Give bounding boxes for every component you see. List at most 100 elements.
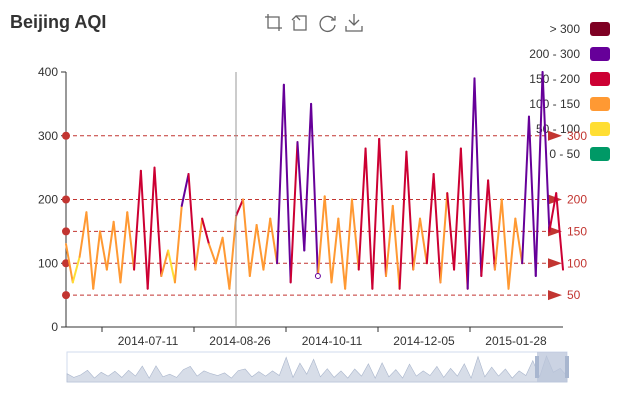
series-segment xyxy=(180,173,190,207)
series-segment xyxy=(99,230,108,271)
series-segment xyxy=(534,71,544,277)
series-segment xyxy=(419,217,428,265)
series-segment xyxy=(425,173,435,265)
series-segment xyxy=(310,102,319,277)
mark-line-start xyxy=(62,131,70,140)
series-segment xyxy=(65,243,74,284)
y-tick-label: 100 xyxy=(38,256,58,270)
series-segment xyxy=(92,230,102,290)
series-segment xyxy=(276,83,285,265)
series-segment xyxy=(378,137,387,277)
series-segment xyxy=(500,198,510,290)
mark-line-start xyxy=(62,291,70,300)
toolbox xyxy=(265,14,363,33)
legend-label: 150 - 200 xyxy=(529,72,580,86)
series-segment xyxy=(384,204,394,277)
series-segment xyxy=(289,141,299,284)
series-segment xyxy=(146,166,156,290)
series-segment xyxy=(555,192,564,271)
series-segment xyxy=(207,243,217,265)
y-tick-label: 400 xyxy=(38,65,58,79)
series-segment xyxy=(493,198,503,271)
series-segment xyxy=(357,147,367,271)
series-segment xyxy=(371,137,381,290)
legend-label: > 300 xyxy=(550,22,581,36)
mark-line-label: 300 xyxy=(567,129,587,143)
series-segment xyxy=(303,102,313,252)
series-segment xyxy=(269,217,279,265)
series-segment xyxy=(446,192,456,271)
mark-line-label: 100 xyxy=(567,256,587,270)
series-segment xyxy=(541,71,551,233)
y-tick-label: 200 xyxy=(38,193,58,207)
series-segment xyxy=(344,198,353,290)
legend-label: 100 - 150 xyxy=(529,97,580,111)
slider-selection[interactable] xyxy=(537,352,567,382)
mark-line-arrow xyxy=(548,290,562,301)
series-segment xyxy=(473,77,483,277)
series-segment xyxy=(391,204,401,290)
series-segment xyxy=(187,173,197,271)
series-segment xyxy=(316,195,326,277)
series-segment xyxy=(405,150,415,271)
y-tick-label: 0 xyxy=(51,320,58,334)
restore-icon[interactable] xyxy=(319,15,336,33)
mark-lines: 50 100 150 200 300 xyxy=(62,129,587,302)
series-segment xyxy=(201,217,210,246)
series-segment xyxy=(262,217,272,271)
series-segment xyxy=(242,198,251,277)
zoom-icon[interactable] xyxy=(265,14,282,31)
series-segment xyxy=(126,211,136,271)
y-tick-label: 300 xyxy=(38,129,58,143)
series-segment xyxy=(466,77,476,290)
series-segment xyxy=(221,236,231,290)
series-segment xyxy=(228,214,238,290)
mark-line-arrow xyxy=(548,130,562,141)
series-segment xyxy=(521,115,530,265)
series-segment xyxy=(398,150,408,290)
save-as-image-icon[interactable] xyxy=(345,14,363,32)
series-segment xyxy=(480,179,490,277)
series-segment xyxy=(453,147,462,271)
series-segment xyxy=(350,198,360,271)
mark-line-start xyxy=(62,195,70,204)
series-segment xyxy=(214,236,224,265)
series-segment xyxy=(105,220,115,271)
series-segment xyxy=(119,211,129,284)
series-segment xyxy=(71,255,81,284)
mark-line-label: 200 xyxy=(567,193,587,207)
series-segment xyxy=(78,211,88,258)
series-segment xyxy=(527,115,537,277)
series-segment xyxy=(194,217,204,271)
series-segment xyxy=(487,179,496,271)
mark-line-arrow xyxy=(548,258,562,269)
mark-points xyxy=(314,273,321,279)
series-segment xyxy=(323,195,333,284)
mark-line-arrow xyxy=(548,226,562,237)
data-zoom-slider[interactable] xyxy=(66,351,569,383)
series-segment xyxy=(412,217,422,271)
x-tick-label: 2014-08-26 xyxy=(209,334,271,348)
series-segment xyxy=(337,217,347,290)
series-segment xyxy=(85,211,95,290)
series-segment xyxy=(255,224,265,271)
mark-line-label: 150 xyxy=(567,224,587,238)
legend-swatch xyxy=(590,122,610,136)
series-segment xyxy=(112,220,122,284)
x-tick-label: 2014-07-11 xyxy=(118,334,179,348)
series-segment xyxy=(514,217,524,265)
legend-label: 200 - 300 xyxy=(529,47,580,61)
series-segment xyxy=(133,169,142,271)
undo-zoom-icon[interactable] xyxy=(291,15,307,31)
series-segment xyxy=(167,249,176,284)
slider-handle-left[interactable] xyxy=(535,356,539,378)
series-segment xyxy=(248,224,258,277)
legend-swatch xyxy=(590,72,610,86)
legend-swatch xyxy=(590,22,610,36)
series-segment xyxy=(432,173,442,284)
slider-handle-right[interactable] xyxy=(565,356,569,378)
axes: 0 100 200 300 400 2014-07-11 2014-08-26 2014-10… xyxy=(38,65,563,348)
series-segment xyxy=(459,147,469,290)
legend-swatch xyxy=(590,47,610,61)
